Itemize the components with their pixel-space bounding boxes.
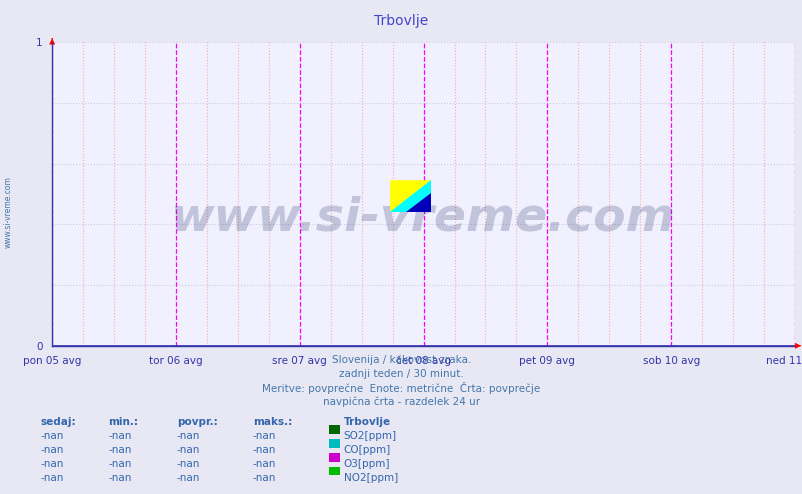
Text: -nan: -nan <box>253 445 276 455</box>
Text: O3[ppm]: O3[ppm] <box>343 459 390 469</box>
Text: -nan: -nan <box>40 445 63 455</box>
Text: -nan: -nan <box>176 459 200 469</box>
Text: -nan: -nan <box>40 459 63 469</box>
Text: -nan: -nan <box>40 431 63 441</box>
Text: navpična črta - razdelek 24 ur: navpična črta - razdelek 24 ur <box>322 396 480 407</box>
Text: CO[ppm]: CO[ppm] <box>343 445 391 455</box>
Polygon shape <box>390 180 431 212</box>
Text: -nan: -nan <box>253 459 276 469</box>
Text: sedaj:: sedaj: <box>40 417 75 427</box>
Text: -nan: -nan <box>108 431 132 441</box>
Text: -nan: -nan <box>253 431 276 441</box>
Text: min.:: min.: <box>108 417 138 427</box>
Text: -nan: -nan <box>108 473 132 483</box>
Text: -nan: -nan <box>108 445 132 455</box>
Polygon shape <box>406 193 431 212</box>
Text: -nan: -nan <box>108 459 132 469</box>
Text: NO2[ppm]: NO2[ppm] <box>343 473 398 483</box>
Text: www.si-vreme.com: www.si-vreme.com <box>171 196 675 241</box>
Polygon shape <box>390 180 431 212</box>
Text: zadnji teden / 30 minut.: zadnji teden / 30 minut. <box>338 369 464 378</box>
Text: maks.:: maks.: <box>253 417 292 427</box>
Text: Trbovlje: Trbovlje <box>374 14 428 28</box>
Text: -nan: -nan <box>176 431 200 441</box>
Text: povpr.:: povpr.: <box>176 417 217 427</box>
Text: -nan: -nan <box>253 473 276 483</box>
Text: Slovenija / kakovost zraka.: Slovenija / kakovost zraka. <box>331 355 471 365</box>
Text: www.si-vreme.com: www.si-vreme.com <box>3 176 13 248</box>
Text: -nan: -nan <box>40 473 63 483</box>
Text: SO2[ppm]: SO2[ppm] <box>343 431 396 441</box>
Text: -nan: -nan <box>176 473 200 483</box>
Text: Meritve: povprečne  Enote: metrične  Črta: povprečje: Meritve: povprečne Enote: metrične Črta:… <box>262 382 540 394</box>
Text: Trbovlje: Trbovlje <box>343 417 391 427</box>
Text: -nan: -nan <box>176 445 200 455</box>
